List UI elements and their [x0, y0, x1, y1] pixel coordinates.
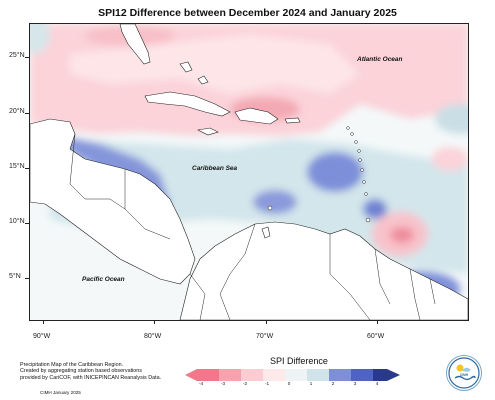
colorbar-arrow-right: [387, 369, 400, 381]
bahamas: [179, 61, 193, 73]
border: [409, 268, 421, 320]
credit-block: Precipitation Map of the Caribbean Regio…: [20, 362, 170, 381]
island: [358, 158, 362, 162]
island: [267, 205, 273, 211]
colorbar-bin: [307, 369, 329, 381]
border: [189, 273, 206, 320]
border: [374, 248, 391, 305]
island: [362, 180, 366, 184]
lesser-antilles: [267, 126, 371, 223]
island: [360, 168, 364, 172]
colorbar-bin: [329, 369, 351, 381]
credit-line: Created by aggregating station based obs…: [20, 368, 142, 375]
caribbean-label: Caribbean Sea: [192, 165, 238, 172]
tick-mark: [25, 168, 29, 169]
spi-zone-dry: [432, 147, 468, 171]
wave-icon: [454, 375, 476, 381]
colorbar-bin: [351, 369, 373, 381]
map-svg: Atlantic Ocean Caribbean Sea Pacific Oce…: [30, 24, 468, 320]
logo-svg: CIMH: [448, 357, 480, 389]
island: [357, 149, 361, 153]
lon-tick-60w: 60°W: [367, 333, 385, 340]
tick-mark: [377, 320, 378, 324]
lon-tick-70w: 70°W: [256, 333, 274, 340]
spi-zone-wet: [30, 24, 50, 54]
tick-mark: [43, 320, 44, 324]
lat-tick-10n: 10°N: [9, 218, 25, 225]
colorbar-bin: [197, 369, 219, 381]
island: [364, 192, 368, 196]
florida: [119, 24, 151, 65]
border: [429, 278, 436, 305]
legend-tick: -2: [242, 381, 248, 386]
credit-date: CIMH January 2025: [40, 390, 81, 395]
south-america: [179, 221, 468, 320]
legend-tick: 2: [331, 381, 335, 386]
legend-tick: -1: [264, 381, 270, 386]
spi-zone-wet: [307, 152, 363, 192]
cloud-icon: [462, 367, 471, 372]
tick-mark: [25, 278, 29, 279]
land: [30, 24, 468, 320]
central-america: [30, 118, 196, 285]
island: [365, 217, 371, 223]
cuba: [144, 91, 231, 117]
atlantic-label: Atlantic Ocean: [356, 56, 403, 63]
cimh-logo: CIMH: [446, 355, 482, 391]
map-panel: Atlantic Ocean Caribbean Sea Pacific Oce…: [29, 23, 469, 321]
lon-tick-90w: 90°W: [33, 333, 51, 340]
island: [346, 126, 350, 130]
logo-ring: [448, 357, 480, 389]
puerto-rico: [284, 117, 301, 124]
legend-tick: 3: [353, 381, 357, 386]
legend-title: SPI Difference: [270, 356, 328, 366]
bahamas: [197, 75, 209, 85]
legend-tick: 1: [309, 381, 313, 386]
island: [350, 132, 354, 136]
colorbar-bin: [219, 369, 241, 381]
lake-maracaibo: [261, 226, 271, 239]
border: [219, 223, 256, 320]
legend-tick: -4: [198, 381, 204, 386]
lat-tick-20n: 20°N: [9, 108, 25, 115]
spi-zone-dry: [390, 227, 414, 243]
tick-mark: [266, 320, 267, 324]
colorbar-svg: [185, 369, 400, 381]
credit-line: Precipitation Map of the Caribbean Regio…: [20, 362, 124, 368]
lat-tick-25n: 25°N: [9, 52, 25, 59]
tick-mark: [25, 223, 29, 224]
lon-tick-80w: 80°W: [144, 333, 162, 340]
legend-colorbar: [185, 368, 400, 386]
tick-mark: [25, 57, 29, 58]
sun-icon: [456, 364, 464, 372]
legend-tick: -3: [220, 381, 226, 386]
jamaica: [197, 127, 219, 136]
island: [354, 140, 358, 144]
logo-text: CIMH: [460, 373, 469, 377]
border: [329, 234, 371, 320]
borders: [69, 133, 436, 320]
tick-mark: [154, 320, 155, 324]
spi-zone-wet: [253, 190, 297, 214]
tick-mark: [25, 113, 29, 114]
credit-line: provided by CariCOF, with INICEPINCAN Re…: [20, 374, 162, 381]
colorbar-bin: [373, 369, 387, 381]
legend-tick: 0: [287, 381, 291, 386]
spi-zone-wet: [363, 199, 387, 219]
spi-zone-wet: [435, 104, 468, 134]
colorbar-bin: [263, 369, 285, 381]
colorbar-arrow-left: [185, 369, 197, 381]
lat-tick-5n: 5°N: [9, 273, 21, 280]
pacific-label: Pacific Ocean: [82, 276, 125, 283]
border: [124, 169, 171, 240]
colorbar-bin: [285, 369, 307, 381]
map-title: SPI12 Difference between December 2024 a…: [98, 7, 397, 19]
colorbar-bin: [241, 369, 263, 381]
legend-tick: 4: [375, 381, 379, 386]
border: [69, 133, 126, 210]
lat-tick-15n: 15°N: [9, 163, 25, 170]
hispaniola: [234, 107, 279, 125]
